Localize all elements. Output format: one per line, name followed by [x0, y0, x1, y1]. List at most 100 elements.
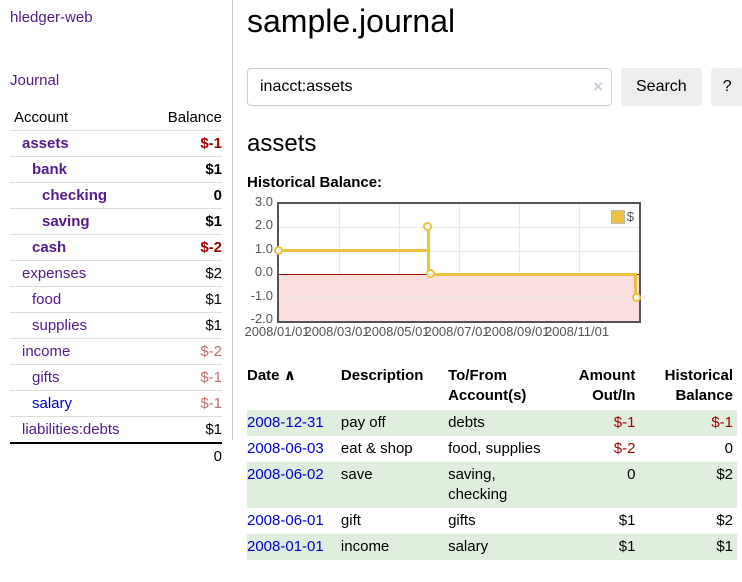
account-balance: $1: [148, 208, 222, 235]
account-heading: assets: [247, 130, 317, 157]
search-form: × Search ?: [247, 68, 742, 106]
description-column-header: Description: [340, 367, 424, 384]
account-column-header: Account: [10, 105, 149, 131]
account-link-salary[interactable]: salary: [32, 395, 73, 412]
transaction-amount: $1: [618, 512, 636, 529]
chart-y-axis-labels: 3.0 2.0 1.0 0.0 -1.0 -2.0: [247, 195, 273, 326]
account-balance: $1: [148, 416, 222, 444]
transaction-date-link[interactable]: 2008-06-02: [247, 466, 324, 483]
register-row: 2008-06-02 save saving, checking 0 $2: [247, 462, 737, 508]
y-tick-label: 3.0: [254, 194, 273, 209]
chart-point-marker: [423, 222, 432, 231]
account-row: checking 0: [10, 182, 222, 209]
transaction-date-link[interactable]: 2008-01-01: [247, 538, 324, 555]
transaction-date-link[interactable]: 2008-12-31: [247, 414, 324, 431]
help-button[interactable]: ?: [710, 68, 742, 106]
transaction-amount: $-2: [613, 440, 636, 457]
transaction-amount: 0: [558, 462, 640, 508]
legend-label: $: [626, 209, 634, 224]
app-title-link[interactable]: hledger-web: [10, 9, 93, 26]
account-balance: $-2: [148, 234, 222, 261]
transaction-accounts: saving, checking: [448, 462, 559, 508]
sidebar-item-journal[interactable]: Journal: [10, 72, 60, 89]
search-input[interactable]: [247, 68, 612, 106]
account-link-income[interactable]: income: [22, 343, 71, 360]
transaction-accounts: food, supplies: [448, 440, 541, 457]
account-balance: $1: [148, 286, 222, 313]
x-tick-label: 2008/09/01: [484, 324, 550, 339]
transaction-date-link[interactable]: 2008-06-01: [247, 512, 324, 529]
transaction-balance: $2: [639, 462, 737, 508]
account-balance: $2: [148, 260, 222, 287]
gridline: [459, 204, 460, 321]
account-balance: $-2: [148, 338, 222, 365]
transaction-amount: $-1: [558, 410, 640, 436]
chart-line-segment: [430, 273, 637, 276]
account-balance: $-1: [148, 390, 222, 417]
account-balance: $-1: [148, 130, 222, 157]
account-row: liabilities:debts $1: [10, 416, 222, 444]
account-link-saving[interactable]: saving: [42, 213, 90, 230]
account-balance: $-1: [148, 364, 222, 391]
transaction-date-link[interactable]: 2008-06-03: [247, 440, 324, 457]
account-row: supplies $1: [10, 312, 222, 339]
account-link-liabilities-debts[interactable]: liabilities:debts: [22, 421, 120, 438]
register-row: 2008-06-01 gift gifts $1 $2: [247, 508, 737, 534]
x-tick-label: 2008/05/01: [364, 324, 430, 339]
x-tick-label: 2008/03/01: [304, 324, 370, 339]
chart-title: Historical Balance:: [247, 174, 383, 191]
chart-line-segment: [279, 249, 430, 252]
search-button[interactable]: Search: [621, 68, 702, 106]
transaction-accounts: salary: [448, 534, 559, 560]
account-balance: $1: [148, 312, 222, 339]
account-link-checking[interactable]: checking: [42, 187, 108, 204]
transaction-amount: $1: [558, 534, 640, 560]
transaction-description: gift: [340, 512, 361, 529]
accounts-column-header: To/From Account(s): [448, 367, 527, 404]
historical-balance-chart: 3.0 2.0 1.0 0.0 -1.0 -2.0: [244, 195, 737, 342]
gridline: [339, 204, 340, 321]
account-link-supplies[interactable]: supplies: [32, 317, 88, 334]
transaction-accounts: debts: [448, 410, 559, 436]
y-tick-label: -2.0: [250, 311, 273, 326]
register-row: 2008-06-03 eat & shop food, supplies $-2…: [247, 436, 737, 462]
x-tick-label: 2008/07/01: [424, 324, 490, 339]
chart-legend: $: [610, 209, 634, 224]
y-tick-label: 1.0: [254, 241, 273, 256]
account-link-cash[interactable]: cash: [32, 239, 67, 256]
y-tick-label: 2.0: [254, 217, 273, 232]
chart-x-axis-labels: 2008/01/01 2008/03/01 2008/05/01 2008/07…: [244, 324, 637, 340]
x-tick-label: 2008/01/01: [244, 324, 310, 339]
clear-search-icon[interactable]: ×: [593, 77, 603, 96]
chart-plot-area: $: [274, 202, 641, 323]
account-balance: $1: [148, 156, 222, 183]
account-link-food[interactable]: food: [32, 291, 62, 308]
account-row: gifts $-1: [10, 364, 222, 391]
chart-point-marker: [274, 246, 283, 255]
transaction-description: save: [340, 462, 449, 508]
transaction-accounts: gifts: [448, 512, 476, 529]
gridline: [519, 204, 520, 321]
account-link-expenses[interactable]: expenses: [22, 265, 87, 282]
transaction-description: eat & shop: [340, 440, 413, 457]
account-row: bank $1: [10, 156, 222, 183]
gridline: [579, 204, 580, 321]
account-row: food $1: [10, 286, 222, 313]
sidebar: hledger-web Journal Account Balance asse…: [0, 0, 233, 469]
accounts-total-row: 0: [10, 442, 222, 469]
accounts-table: Account Balance assets $-1 bank $1 check…: [10, 105, 222, 469]
register-table: Date ∧ Description To/From Account(s) Am…: [247, 364, 737, 560]
date-column-header[interactable]: Date ∧: [247, 367, 296, 384]
register-header-row: Date ∧ Description To/From Account(s) Am…: [247, 364, 737, 410]
register-row: 2008-01-01 income salary $1 $1: [247, 534, 737, 560]
account-link-assets[interactable]: assets: [22, 135, 69, 152]
account-row: assets $-1: [10, 130, 222, 157]
transaction-balance: $1: [639, 534, 737, 560]
balance-column-header: Balance: [148, 105, 222, 131]
account-link-bank[interactable]: bank: [32, 161, 68, 178]
chart-line-segment: [634, 274, 637, 299]
account-link-gifts[interactable]: gifts: [32, 369, 60, 386]
y-tick-label: 0.0: [254, 264, 273, 279]
chart-point-marker: [426, 269, 435, 278]
chart-point-marker: [632, 293, 641, 302]
